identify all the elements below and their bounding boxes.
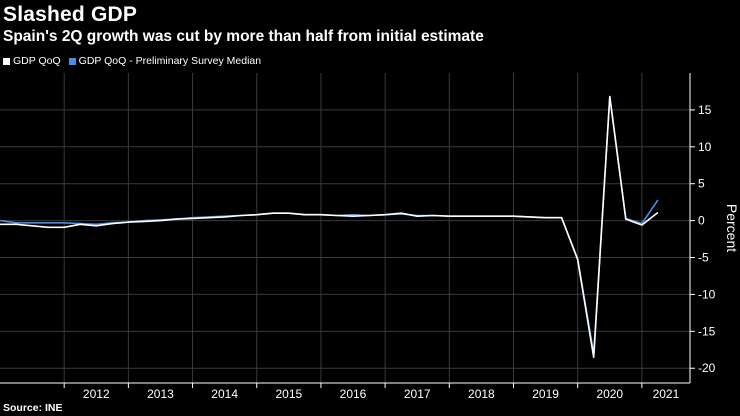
legend-swatch-survey-median: [68, 57, 76, 65]
ytick-label: 0: [698, 214, 705, 228]
xtick-label-2013: 2013: [147, 387, 174, 401]
chart-legend: GDP QoQ GDP QoQ - Preliminary Survey Med…: [3, 55, 261, 67]
chart-title: Slashed GDP: [3, 3, 138, 26]
legend-swatch-gdp-qoq: [3, 57, 10, 65]
ytick-label: -20: [698, 361, 716, 375]
ytick-label: 15: [698, 103, 712, 117]
chart-subtitle: Spain's 2Q growth was cut by more than h…: [3, 28, 484, 45]
ytick-label: -5: [698, 251, 709, 265]
xtick-label-2017: 2017: [404, 387, 431, 401]
xtick-label-2014: 2014: [211, 387, 238, 401]
xtick-label-2020: 2020: [596, 387, 623, 401]
xtick-label-2015: 2015: [275, 387, 302, 401]
ytick-label: -10: [698, 287, 716, 301]
xtick-label-2018: 2018: [468, 387, 495, 401]
xtick-label-2021: 2021: [653, 387, 680, 401]
ytick-label: 5: [698, 177, 705, 191]
xtick-label-2016: 2016: [340, 387, 367, 401]
legend-label-survey-median: GDP QoQ - Preliminary Survey Median: [78, 55, 262, 67]
y-axis-label: Percent: [724, 204, 740, 252]
legend-label-gdp-qoq: GDP QoQ: [13, 55, 61, 67]
xtick-label-2012: 2012: [83, 387, 110, 401]
legend-item-survey-median: GDP QoQ - Preliminary Survey Median: [68, 55, 262, 67]
source-note: Source: INE: [3, 402, 63, 414]
legend-item-gdp-qoq: GDP QoQ: [3, 55, 61, 67]
series-line-gdp-qoq: [0, 95, 659, 359]
ytick-label: 10: [698, 140, 712, 154]
ytick-label: -15: [698, 324, 716, 338]
xtick-label-2019: 2019: [532, 387, 559, 401]
